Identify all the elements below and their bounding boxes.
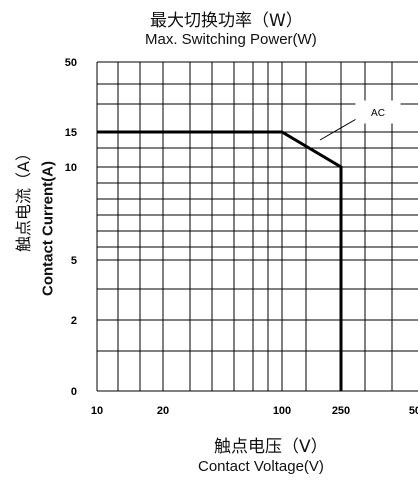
tick-labels: 10 20 100 250 500 0 2 5 10 15 50	[65, 57, 418, 417]
y-tick-label: 15	[65, 127, 77, 139]
y-tick-label: 2	[71, 315, 77, 327]
x-axis-label: 触点电压（V）	[214, 437, 328, 457]
annotation-label: AC	[371, 108, 385, 119]
annotation-leader	[319, 117, 359, 141]
x-tick-label: 250	[332, 405, 350, 417]
grid-lines	[96, 61, 418, 392]
y-tick-label: 5	[71, 255, 77, 267]
x-tick-label: 500	[409, 405, 418, 417]
x-tick-label: 20	[157, 405, 169, 417]
y-tick-label: 10	[65, 162, 77, 174]
annotation-box	[355, 100, 401, 124]
x-tick-label: 10	[91, 405, 103, 417]
series-line-ac	[97, 130, 343, 391]
x-axis-label-en: Contact Voltage(V)	[198, 458, 324, 475]
y-tick-label: 50	[65, 57, 77, 69]
y-tick-label: 0	[71, 386, 77, 398]
x-tick-label: 100	[273, 405, 291, 417]
chart-title: 最大切换功率（W）	[150, 11, 303, 31]
chart-subtitle: Max. Switching Power(W)	[145, 31, 317, 48]
series-layer: AC	[97, 100, 401, 391]
